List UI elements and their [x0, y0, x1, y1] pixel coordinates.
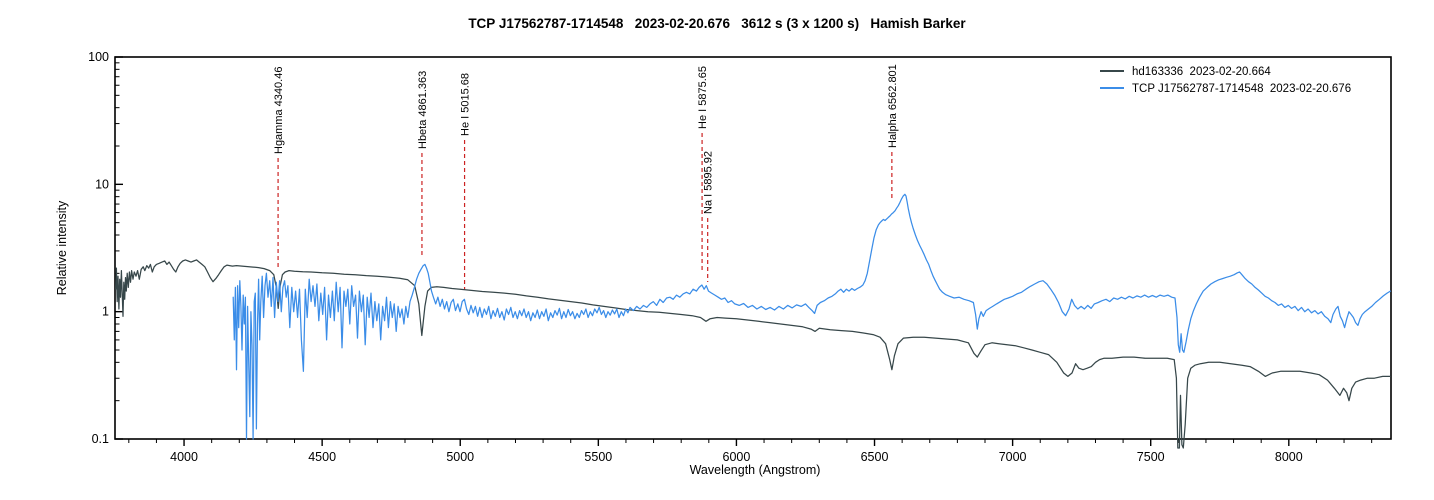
- x-axis-label: Wavelength (Angstrom): [690, 463, 821, 477]
- annotation-hgamma: Hgamma 4340.46: [273, 67, 285, 268]
- annotation-halpha: Halpha 6562.801: [887, 64, 899, 198]
- legend-label: hd163336 2023-02-20.664: [1132, 66, 1271, 78]
- x-tick-label: 6000: [723, 450, 751, 464]
- annotation-na: Na I 5895.92: [703, 151, 715, 282]
- legend: hd163336 2023-02-20.664 TCP J17562787-171…: [1100, 66, 1351, 95]
- x-tick-label: 8000: [1275, 450, 1303, 464]
- spectral-line-label: Halpha 6562.801: [887, 64, 899, 148]
- y-tick-label: 10: [95, 177, 109, 191]
- y-axis-ticks: 100 10 1 0.1: [88, 50, 123, 446]
- series-target: [232, 193, 1392, 440]
- annotation-he: He I 5015.68: [460, 73, 472, 290]
- y-tick-label: 0.1: [92, 432, 109, 446]
- series-reference: [114, 259, 1392, 449]
- y-tick-label: 100: [88, 50, 109, 64]
- x-tick-label: 5500: [584, 450, 612, 464]
- annotation-he: He I 5875.65: [697, 66, 709, 272]
- x-tick-label: 4000: [170, 450, 198, 464]
- annotation-hbeta: Hbeta 4861.363: [417, 71, 429, 258]
- x-axis-ticks: 4000 4500 5000 5500 6000 6500 7000 7500 8000: [128, 439, 1373, 464]
- legend-label: TCP J17562787-1714548 2023-02-20.676: [1132, 83, 1351, 95]
- spectral-line-label: He I 5875.65: [697, 66, 709, 129]
- plot-frame: [114, 56, 1392, 440]
- x-tick-label: 6500: [861, 450, 889, 464]
- spectral-line-label: Na I 5895.92: [703, 151, 715, 214]
- spectral-line-label: Hgamma 4340.46: [273, 67, 285, 154]
- x-tick-label: 5000: [446, 450, 474, 464]
- x-tick-label: 7500: [1137, 450, 1165, 464]
- chart-title: TCP J17562787-1714548 2023-02-20.676 361…: [468, 16, 966, 31]
- spectral-line-label: He I 5015.68: [460, 73, 472, 136]
- x-tick-label: 4500: [308, 450, 336, 464]
- y-axis-label: Relative intensity: [55, 200, 69, 295]
- x-tick-label: 7000: [999, 450, 1027, 464]
- spectral-line-label: Hbeta 4861.363: [417, 71, 429, 149]
- y-tick-label: 1: [102, 305, 109, 319]
